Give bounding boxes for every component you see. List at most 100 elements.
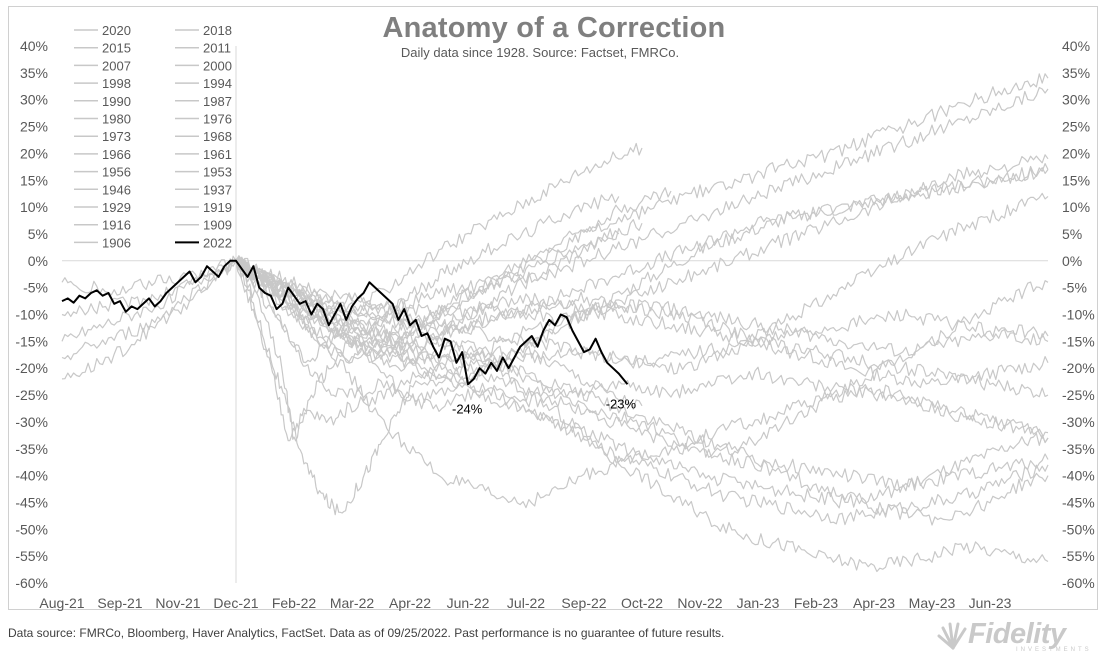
- x-tick-label: Jun-23: [969, 595, 1012, 611]
- legend-label: 1968: [203, 129, 232, 144]
- x-tick-label: Nov-21: [155, 595, 200, 611]
- y-tick-label-left: -25%: [15, 387, 48, 403]
- y-tick-label-right: -15%: [1062, 333, 1095, 349]
- chart-subtitle: Daily data since 1928. Source: Factset, …: [400, 45, 680, 60]
- y-axis-left: 40% 35% 30% 25% 20% 15% 10% 5% 0% -5% -10% -15% -20%…: [15, 38, 48, 591]
- series-line-pre-peak-a: [61, 260, 236, 380]
- series-line-1909: [235, 256, 1049, 398]
- series-line-1929: [235, 260, 643, 516]
- y-tick-label-left: -60%: [15, 575, 48, 591]
- series-layer: [61, 73, 1049, 573]
- series-line-1998: [235, 142, 643, 364]
- annotations: -24% -23%: [452, 396, 636, 416]
- x-tick-label: Nov-22: [677, 595, 722, 611]
- y-tick-label-left: -30%: [15, 414, 48, 430]
- series-line-1946: [235, 260, 1049, 439]
- series-line-1976: [235, 257, 1049, 369]
- series-line-1961: [235, 154, 1049, 407]
- y-tick-label-right: -50%: [1062, 521, 1095, 537]
- legend: 2020 2015 2007 1998 1990 1980 1973 1966 1956 1946…: [74, 23, 232, 250]
- x-tick-label: May-23: [909, 595, 956, 611]
- y-tick-label-left: 15%: [20, 172, 48, 188]
- legend-label: 2020: [102, 23, 131, 38]
- series-line-1916: [235, 256, 1049, 357]
- y-tick-label-right: -60%: [1062, 575, 1095, 591]
- series-line-pre-peak-e: [61, 259, 237, 361]
- series-line-2022: [61, 259, 629, 386]
- series-line-2011: [235, 187, 672, 364]
- x-tick-label: Sep-21: [97, 595, 142, 611]
- y-tick-label-left: -15%: [15, 333, 48, 349]
- y-tick-label-right: -45%: [1062, 494, 1095, 510]
- legend-label: 1929: [102, 200, 131, 215]
- y-tick-label-left: 25%: [20, 119, 48, 135]
- y-tick-label-left: 5%: [28, 226, 48, 242]
- legend-label: 1919: [203, 200, 232, 215]
- y-tick-label-left: -40%: [15, 468, 48, 484]
- y-tick-label-right: 40%: [1062, 38, 1090, 54]
- y-tick-label-right: -20%: [1062, 360, 1095, 376]
- y-tick-label-left: 10%: [20, 199, 48, 215]
- y-tick-label-right: -55%: [1062, 548, 1095, 564]
- legend-label: 1909: [203, 218, 232, 233]
- legend-label: 1990: [102, 94, 131, 109]
- annotation-label: -24%: [452, 402, 483, 417]
- legend-label: 2015: [102, 41, 131, 56]
- logo-subtext: INVESTMENTS: [1016, 647, 1092, 653]
- y-tick-label-right: 20%: [1062, 145, 1090, 161]
- y-tick-label-left: -20%: [15, 360, 48, 376]
- y-tick-label-right: -30%: [1062, 414, 1095, 430]
- x-tick-label: Oct-22: [621, 595, 663, 611]
- y-tick-label-right: 35%: [1062, 65, 1090, 81]
- legend-label: 1966: [102, 147, 131, 162]
- y-tick-label-right: 15%: [1062, 172, 1090, 188]
- x-tick-label: Aug-21: [39, 595, 84, 611]
- legend-label: 2007: [102, 58, 131, 73]
- legend-label: 1937: [203, 182, 232, 197]
- x-tick-label: Apr-22: [389, 595, 431, 611]
- x-tick-label: Apr-23: [853, 595, 895, 611]
- y-tick-label-left: 35%: [20, 65, 48, 81]
- x-tick-label: Jan-23: [737, 595, 780, 611]
- y-tick-label-left: -45%: [15, 494, 48, 510]
- x-tick-label: Feb-22: [272, 595, 317, 611]
- y-tick-label-left: -55%: [15, 548, 48, 564]
- x-tick-label: Mar-22: [330, 595, 375, 611]
- y-tick-label-right: -40%: [1062, 468, 1095, 484]
- series-line-1956: [235, 192, 1049, 375]
- y-tick-label-right: 0%: [1062, 253, 1082, 269]
- y-tick-label-right: 5%: [1062, 226, 1082, 242]
- series-line-1980: [235, 259, 1049, 389]
- y-tick-label-right: 25%: [1062, 119, 1090, 135]
- footer-source: Data source: FMRCo, Bloomberg, Haver Ana…: [8, 626, 725, 640]
- y-tick-label-left: -5%: [23, 280, 48, 296]
- legend-label: 2011: [203, 41, 231, 56]
- y-axis-right: 40% 35% 30% 25% 20% 15% 10% 5% 0% -5% -10% -15% -20%…: [1062, 38, 1095, 591]
- legend-label: 1961: [203, 147, 232, 162]
- legend-label: 1906: [102, 235, 131, 250]
- legend-label: 1916: [102, 218, 131, 233]
- legend-label: 1946: [102, 182, 131, 197]
- logo-wordmark: Fidelity: [968, 618, 1066, 650]
- x-tick-label: Sep-22: [561, 595, 606, 611]
- series-line-pre-peak-d: [61, 258, 237, 296]
- fidelity-logo: Fidelity INVESTMENTS: [936, 617, 1100, 653]
- y-tick-label-left: -50%: [15, 521, 48, 537]
- x-tick-label: Feb-23: [794, 595, 839, 611]
- series-line-1990: [235, 73, 1049, 363]
- series-line-1953: [235, 163, 1049, 336]
- series-line-1968: [235, 258, 1049, 458]
- legend-label: 1980: [102, 112, 131, 127]
- legend-label: 2018: [203, 23, 232, 38]
- sunburst-icon: [937, 622, 967, 650]
- series-line-pre-peak-b: [61, 255, 237, 342]
- x-tick-label: Jul-22: [507, 595, 545, 611]
- legend-label: 2000: [203, 58, 232, 73]
- series-line-1987: [235, 260, 585, 442]
- chart-title: Anatomy of a Correction: [382, 12, 726, 44]
- y-tick-label-right: -25%: [1062, 387, 1095, 403]
- y-tick-label-left: 30%: [20, 92, 48, 108]
- y-tick-label-left: 20%: [20, 145, 48, 161]
- y-tick-label-left: -35%: [15, 441, 48, 457]
